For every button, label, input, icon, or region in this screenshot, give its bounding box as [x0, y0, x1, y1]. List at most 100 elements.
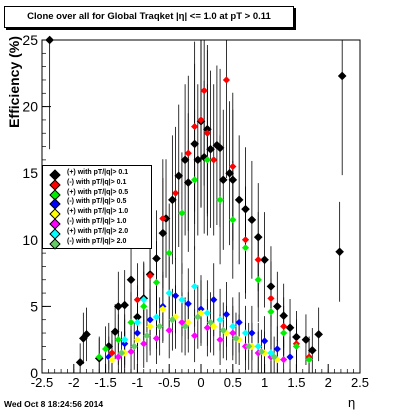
data-point	[337, 71, 347, 81]
data-point	[146, 316, 154, 324]
data-point	[152, 254, 161, 263]
data-points	[45, 35, 347, 367]
data-point	[140, 296, 148, 304]
data-point	[165, 249, 173, 257]
data-point	[307, 346, 317, 355]
data-point	[216, 336, 224, 344]
legend-entry: (-) with pT/|q|> 0.5	[43, 198, 151, 211]
data-point	[203, 324, 211, 332]
data-point	[228, 175, 238, 185]
x-tick-label: -2	[68, 375, 80, 390]
data-point	[75, 358, 85, 367]
data-point	[222, 329, 231, 337]
data-point	[156, 322, 164, 330]
data-point	[229, 322, 237, 330]
data-point	[191, 176, 199, 184]
data-point	[260, 255, 269, 265]
legend-entry: (-) with pT/|q|> 2.0	[43, 238, 151, 250]
data-point	[133, 336, 141, 344]
data-point	[127, 318, 135, 326]
data-point	[270, 353, 278, 361]
data-point	[181, 322, 189, 330]
data-point	[254, 256, 262, 264]
data-point	[254, 276, 262, 284]
data-point	[197, 116, 205, 124]
data-point	[280, 356, 288, 364]
legend-label: (+) with pT/|q|> 2.0	[67, 227, 129, 235]
data-point	[241, 236, 250, 244]
data-point	[267, 308, 275, 316]
data-point	[241, 204, 250, 214]
x-tick-label: 1	[261, 375, 268, 390]
data-point	[159, 305, 167, 313]
data-point	[191, 332, 199, 340]
data-point	[206, 144, 215, 154]
data-point	[219, 326, 227, 334]
data-point	[143, 332, 151, 340]
y-tick-label: 10	[22, 232, 38, 248]
data-point	[216, 316, 224, 324]
data-point	[104, 342, 114, 351]
data-point	[267, 349, 275, 357]
chart-title: Clone over all for Global Traqket |η| <=…	[27, 11, 271, 22]
data-point	[127, 348, 135, 356]
y-tick-label: 15	[22, 165, 38, 181]
data-point	[203, 156, 211, 164]
data-point	[245, 342, 253, 350]
data-point	[171, 292, 180, 300]
chart-title-box: Clone over all for Global Traqket |η| <=…	[4, 6, 294, 28]
data-point	[130, 342, 138, 350]
legend-entry: (+) with pT/|q|> 0.1	[43, 169, 151, 181]
data-point	[200, 87, 208, 95]
data-point	[174, 171, 184, 181]
data-point	[314, 330, 323, 339]
data-point	[184, 300, 192, 308]
legend-label: (+) with pT/|q|> 1.0	[67, 208, 129, 216]
data-point	[266, 282, 276, 291]
data-point	[178, 209, 186, 217]
data-point	[222, 76, 231, 84]
data-point	[218, 175, 228, 185]
y-tick-label: 20	[22, 99, 38, 115]
data-point	[152, 313, 161, 321]
data-point	[203, 309, 211, 317]
legend-entry: (+) with pT/|q|> 1.0	[43, 208, 151, 220]
data-point	[126, 275, 136, 285]
legend-label: (-) with pT/|q|> 0.5	[67, 198, 127, 206]
x-tick-label: 0.5	[224, 375, 242, 390]
data-point	[133, 318, 141, 326]
y-tick-label: 25	[22, 32, 38, 48]
data-point	[210, 156, 218, 164]
data-point	[183, 178, 193, 187]
axis-ticks	[41, 39, 361, 374]
data-point	[197, 305, 205, 313]
data-point	[152, 334, 161, 342]
legend-label: (-) with pT/|q|> 0.1	[67, 178, 127, 186]
data-point	[82, 330, 91, 339]
data-point	[133, 329, 141, 337]
data-point	[257, 348, 266, 356]
data-point	[273, 345, 281, 353]
data-point	[273, 302, 282, 311]
data-point	[215, 143, 225, 153]
data-point	[229, 329, 237, 337]
data-point	[117, 349, 126, 357]
data-point	[254, 349, 262, 357]
x-axis-label: η	[348, 395, 356, 410]
data-point	[247, 215, 257, 225]
datestamp: Wed Oct 8 18:24:56 2014	[4, 399, 104, 409]
x-tick-label: 0	[197, 375, 204, 390]
x-tick-label: 1.5	[287, 375, 305, 390]
legend-entry: (-) with pT/|q|> 1.0	[43, 218, 151, 230]
data-point	[280, 322, 288, 330]
data-point	[121, 336, 129, 344]
legend: (+) with pT/|q|> 0.1 (-) with pT/|q|> 0.1…	[42, 165, 152, 250]
data-point	[178, 318, 186, 326]
data-point	[285, 323, 295, 333]
data-point	[152, 278, 161, 287]
data-point	[210, 296, 218, 304]
data-point	[216, 196, 224, 204]
data-point	[229, 216, 237, 224]
x-tick-label: -2.5	[31, 375, 53, 390]
data-point	[193, 155, 203, 165]
